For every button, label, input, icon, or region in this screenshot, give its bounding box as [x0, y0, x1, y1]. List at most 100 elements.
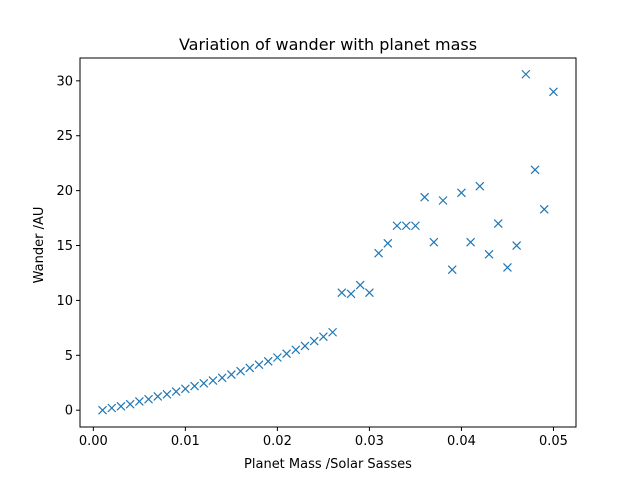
marker-stroke: [401, 221, 411, 231]
x-tick-label: 0.04: [447, 434, 476, 449]
data-point: [530, 165, 540, 175]
y-tick-label: 0: [65, 404, 73, 419]
marker-stroke: [539, 204, 549, 214]
marker-stroke: [208, 376, 218, 385]
marker-stroke: [457, 188, 466, 198]
marker-stroke: [493, 219, 503, 228]
marker-stroke: [438, 196, 448, 205]
y-axis-label: Wander /AU: [32, 207, 47, 284]
marker-stroke: [410, 221, 420, 231]
marker-stroke: [144, 394, 153, 404]
y-tick-label: 25: [56, 129, 73, 144]
data-point: [245, 363, 255, 373]
x-axis: 0.00 0.01 0.02 0.03 0.04 0.05: [79, 427, 568, 449]
x-tick-label: 0.05: [539, 434, 568, 449]
x-tick-label: 0.00: [79, 434, 108, 449]
data-point: [199, 378, 209, 388]
data-point: [254, 360, 264, 370]
data-point: [549, 87, 558, 97]
data-point: [447, 265, 457, 275]
data-point: [282, 349, 292, 359]
marker-stroke: [263, 356, 273, 366]
marker-stroke: [98, 405, 107, 415]
marker-stroke: [484, 249, 494, 259]
marker-stroke: [107, 403, 117, 413]
data-point: [226, 370, 236, 379]
data-point: [355, 280, 365, 290]
data-point: [337, 288, 347, 298]
y-tick-label: 10: [56, 294, 73, 309]
data-point: [475, 181, 485, 191]
data-point: [107, 403, 117, 413]
y-tick-label: 15: [56, 239, 73, 254]
data-point: [401, 221, 411, 231]
marker-stroke: [171, 387, 181, 396]
data-point: [457, 188, 466, 198]
marker-stroke: [116, 401, 126, 411]
marker-stroke: [180, 384, 190, 394]
marker-stroke: [300, 341, 310, 351]
marker-stroke: [254, 360, 264, 370]
data-point: [392, 221, 402, 231]
marker-stroke: [134, 396, 144, 406]
marker-stroke: [503, 263, 512, 272]
marker-stroke: [530, 165, 540, 175]
data-point: [429, 237, 439, 247]
x-tick-label: 0.03: [355, 434, 384, 449]
data-point: [438, 196, 448, 205]
x-tick-label: 0.02: [263, 434, 292, 449]
marker-stroke: [236, 366, 246, 376]
marker-stroke: [282, 349, 292, 359]
x-axis-label: Planet Mass /Solar Sasses: [244, 457, 412, 472]
marker-stroke: [309, 336, 319, 346]
plot-frame: [79, 57, 577, 428]
data-point: [98, 405, 107, 415]
marker-stroke: [364, 288, 374, 298]
data-point: [503, 263, 512, 272]
chart-title: Variation of wander with planet mass: [179, 35, 477, 54]
data-point: [236, 366, 246, 376]
data-point: [263, 356, 273, 366]
marker-stroke: [291, 345, 301, 355]
data-point: [180, 384, 190, 394]
marker-stroke: [337, 288, 347, 298]
marker-stroke: [190, 381, 199, 391]
data-point: [484, 249, 494, 259]
y-tick-label: 20: [56, 184, 73, 199]
data-point: [410, 221, 420, 231]
data-point: [346, 289, 356, 299]
data-point: [364, 288, 374, 298]
data-point: [493, 219, 503, 228]
marker-stroke: [374, 248, 384, 258]
marker-stroke: [328, 327, 338, 337]
marker-stroke: [392, 221, 402, 231]
marker-stroke: [217, 373, 227, 383]
data-point: [116, 401, 126, 411]
marker-stroke: [521, 69, 531, 79]
marker-stroke: [549, 87, 558, 97]
data-point: [153, 392, 163, 401]
data-point: [309, 336, 319, 346]
marker-stroke: [272, 353, 282, 362]
data-point: [466, 237, 476, 247]
data-point: [539, 204, 549, 214]
marker-stroke: [475, 181, 485, 191]
data-point: [208, 376, 218, 385]
data-point: [300, 341, 310, 351]
data-point: [144, 394, 153, 404]
marker-stroke: [512, 241, 522, 250]
data-point: [190, 381, 199, 391]
marker-stroke: [429, 237, 439, 247]
y-tick-label: 30: [56, 74, 73, 89]
data-point: [420, 192, 430, 202]
data-point: [383, 238, 393, 248]
marker-stroke: [125, 399, 135, 409]
marker-stroke: [355, 280, 365, 290]
y-tick-label: 5: [65, 349, 73, 364]
marker-stroke: [447, 265, 457, 275]
marker-stroke: [226, 370, 236, 379]
data-point: [374, 248, 384, 258]
plot-area: [79, 57, 577, 428]
x-tick-label: 0.01: [171, 434, 200, 449]
marker-stroke: [420, 192, 430, 202]
